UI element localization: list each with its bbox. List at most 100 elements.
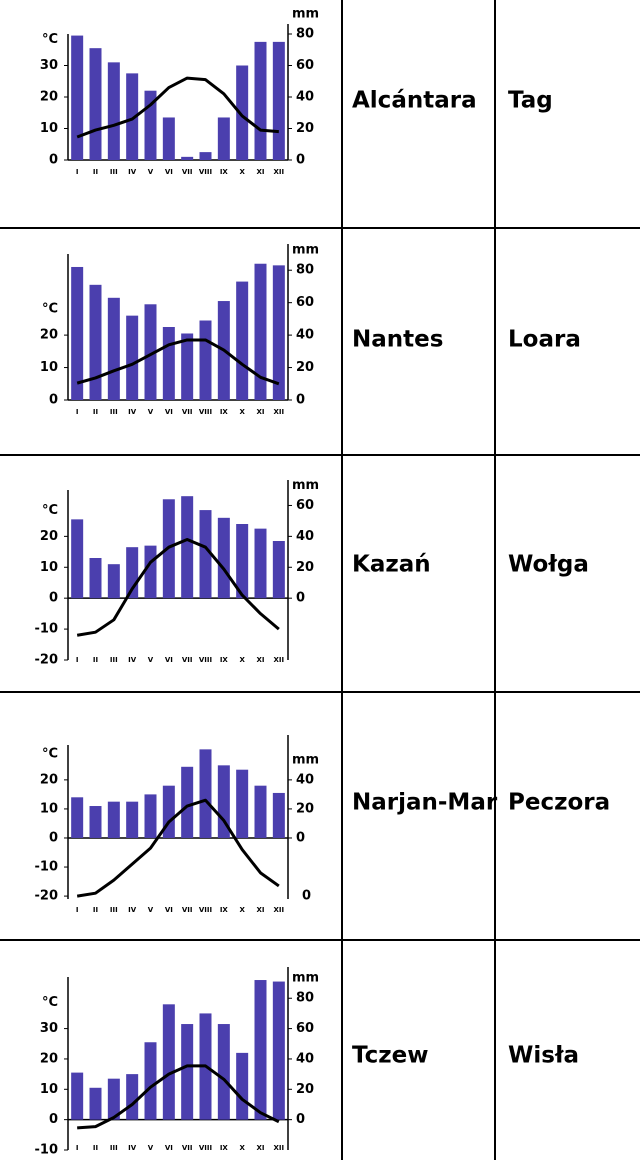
month-label: III: [110, 408, 118, 416]
y-unit: °C: [42, 746, 58, 761]
y-tick-label: -10: [35, 860, 59, 875]
precipitation-bar: [162, 1004, 175, 1120]
month-label: V: [148, 906, 154, 914]
city-name: Nantes: [352, 327, 443, 353]
y2-tick-label: 40: [296, 90, 314, 105]
y-tick-label: 10: [40, 121, 58, 136]
y-unit: °C: [42, 503, 58, 518]
month-label: IX: [220, 408, 229, 416]
y2-tick-label: 0: [296, 830, 305, 845]
y-tick-label: 0: [49, 830, 58, 845]
month-label: V: [148, 168, 154, 176]
precipitation-bar: [272, 792, 285, 838]
month-label: II: [93, 906, 98, 914]
precipitation-bar: [107, 1078, 120, 1120]
y-tick-label: 20: [40, 328, 58, 343]
month-label: XII: [274, 1144, 285, 1152]
y-tick-label: -10: [35, 622, 59, 637]
y2-tick-label: 0: [296, 393, 305, 408]
precipitation-bar: [236, 281, 249, 400]
precipitation-bar: [217, 117, 230, 160]
precipitation-bar: [71, 797, 84, 838]
month-label: X: [239, 168, 245, 176]
y2-tick-label: 80: [296, 27, 314, 42]
month-label: IV: [128, 906, 137, 914]
month-label: X: [239, 408, 245, 416]
y-tick-label: 20: [40, 90, 58, 105]
precipitation-bar: [126, 73, 139, 160]
precipitation-bar: [89, 48, 102, 160]
y-tick-label: 20: [40, 529, 58, 544]
precipitation-bar: [272, 981, 285, 1120]
precipitation-bar: [181, 766, 194, 838]
precipitation-bar: [181, 496, 194, 599]
month-label: III: [110, 1144, 118, 1152]
month-label: VIII: [199, 168, 212, 176]
month-label: IX: [220, 906, 229, 914]
month-label: I: [76, 1144, 79, 1152]
month-label: V: [148, 656, 154, 664]
precipitation-bar: [71, 266, 84, 400]
y-tick-label: 10: [40, 360, 58, 375]
precipitation-bar: [236, 65, 249, 160]
y-tick-label: 10: [40, 560, 58, 575]
y-tick-label: 10: [40, 1082, 58, 1097]
y-tick-label: -10: [35, 1143, 59, 1158]
month-label: VI: [165, 656, 173, 664]
month-label: VII: [182, 408, 193, 416]
month-label: V: [148, 1144, 154, 1152]
river-name: Peczora: [508, 790, 610, 816]
month-label: XI: [256, 1144, 264, 1152]
y2-tick-label: 60: [296, 58, 314, 73]
y-tick-label: 10: [40, 801, 58, 816]
precipitation-bar: [107, 564, 120, 599]
precipitation-bar: [272, 265, 285, 400]
month-label: IV: [128, 408, 137, 416]
month-label: VII: [182, 1144, 193, 1152]
y-tick-label: 30: [40, 1021, 58, 1036]
y-tick-label: 20: [40, 1051, 58, 1066]
month-label: X: [239, 656, 245, 664]
precipitation-bar: [162, 117, 175, 160]
river-name: Tag: [508, 88, 553, 114]
precipitation-bar: [236, 524, 249, 599]
month-label: VIII: [199, 408, 212, 416]
month-label: VI: [165, 1144, 173, 1152]
month-label: VIII: [199, 1144, 212, 1152]
y2-tick-label: 80: [296, 991, 314, 1006]
y2-tick-label: 20: [296, 1082, 314, 1097]
precipitation-bar: [254, 980, 267, 1120]
month-label: VII: [182, 906, 193, 914]
precipitation-bar: [272, 541, 285, 599]
month-label: II: [93, 408, 98, 416]
precipitation-bar: [254, 785, 267, 838]
month-label: V: [148, 408, 154, 416]
precipitation-bar: [107, 801, 120, 838]
y2-tick-label: 80: [296, 263, 314, 278]
y2-unit: mm: [292, 7, 319, 22]
month-label: IV: [128, 1144, 137, 1152]
precipitation-bar: [71, 519, 84, 599]
city-name: Alcántara: [352, 88, 477, 114]
month-label: I: [76, 656, 79, 664]
precipitation-bar: [217, 765, 230, 838]
month-label: III: [110, 656, 118, 664]
y-tick-label: 20: [40, 772, 58, 787]
month-label: VI: [165, 906, 173, 914]
precipitation-bar: [181, 333, 194, 400]
month-label: VI: [165, 168, 173, 176]
precipitation-bar: [199, 749, 212, 838]
river-name: Loara: [508, 327, 581, 353]
precipitation-bar: [162, 327, 175, 400]
month-label: VIII: [199, 656, 212, 664]
precipitation-bar: [89, 284, 102, 400]
precipitation-bar: [144, 794, 157, 838]
precipitation-bar: [217, 1024, 230, 1120]
y2-tick-label: 0: [296, 591, 305, 606]
y-unit: °C: [42, 32, 58, 47]
y2-tick-label: 40: [296, 328, 314, 343]
month-label: I: [76, 408, 79, 416]
month-label: I: [76, 906, 79, 914]
precipitation-bar: [199, 152, 212, 160]
y2-tick-label: 0: [296, 153, 305, 168]
